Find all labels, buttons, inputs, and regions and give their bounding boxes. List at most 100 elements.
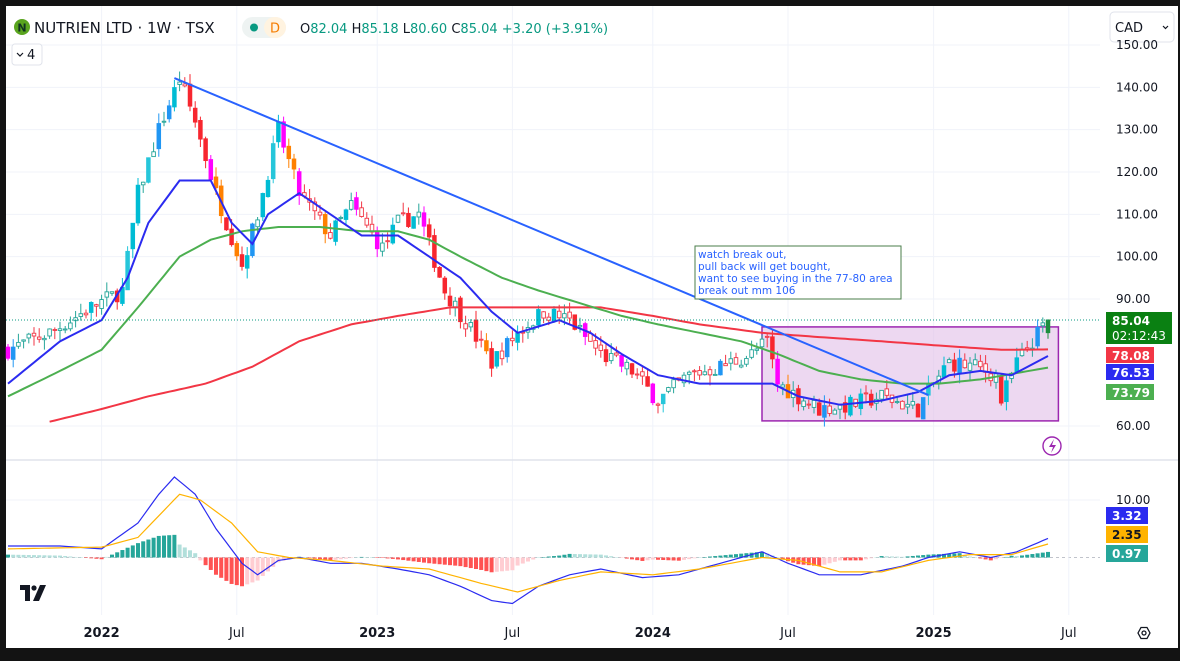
candle-body xyxy=(244,255,250,269)
note-line: want to see buying in the 77-80 area xyxy=(698,273,893,285)
ma-fast-value: 76.53 xyxy=(1112,366,1150,380)
trendline-drawing[interactable] xyxy=(174,77,929,396)
histogram-bar xyxy=(203,557,208,566)
histogram-bar xyxy=(609,556,614,558)
candle-body xyxy=(140,181,146,186)
text-note[interactable]: watch break out, pull back will get boug… xyxy=(694,245,902,300)
candle-body xyxy=(629,363,635,375)
candle-body xyxy=(291,158,297,170)
candle-body xyxy=(452,300,458,308)
histogram-bar xyxy=(141,541,146,558)
candle-body xyxy=(655,403,661,406)
candle-body xyxy=(718,360,723,376)
ma-mid-line xyxy=(7,226,1049,398)
candle xyxy=(473,310,479,349)
time-tick-label: 2022 xyxy=(84,626,120,641)
candle-body xyxy=(296,171,302,197)
candle-body xyxy=(764,335,770,338)
candle-body xyxy=(229,228,234,246)
candle xyxy=(192,101,198,128)
candle-body xyxy=(234,243,240,257)
histogram-bar xyxy=(739,553,744,558)
candle xyxy=(364,212,370,228)
histogram-bar xyxy=(812,557,816,566)
indicators-toggle-button[interactable]: 4 xyxy=(11,43,43,66)
candle-body xyxy=(16,341,21,347)
candle xyxy=(468,319,474,332)
candle xyxy=(614,346,619,358)
time-tick-label: Jul xyxy=(228,626,245,641)
candle xyxy=(109,291,115,296)
candle xyxy=(338,215,344,221)
histogram-bar xyxy=(968,556,972,558)
candle xyxy=(660,393,666,413)
histogram-bar xyxy=(120,550,125,558)
candle-body xyxy=(78,313,84,317)
histogram-bar xyxy=(921,555,926,558)
candle-body xyxy=(499,350,505,360)
histogram-bar xyxy=(110,554,114,558)
histogram-bar xyxy=(1020,555,1024,558)
histogram-bar xyxy=(583,554,588,558)
settings-gear-icon[interactable] xyxy=(1137,626,1151,640)
candle-body xyxy=(328,232,333,239)
candle-body xyxy=(109,291,115,294)
candle-body xyxy=(697,370,702,376)
market-status-badge[interactable]: D xyxy=(242,17,286,38)
histogram-bar xyxy=(198,557,203,561)
candle xyxy=(312,197,318,220)
candle-body xyxy=(905,403,910,408)
symbol-title[interactable]: NUTRIEN LTD · 1W · TSX xyxy=(34,19,215,37)
symbol-logo xyxy=(14,19,30,35)
candle xyxy=(697,366,702,380)
histogram-bar xyxy=(604,555,608,558)
candle xyxy=(16,333,21,349)
histogram-bar xyxy=(115,552,120,558)
candle xyxy=(671,376,676,394)
candle xyxy=(10,339,16,368)
histogram-bar xyxy=(380,557,385,558)
candle-body xyxy=(749,349,754,358)
candle xyxy=(998,374,1004,406)
candle xyxy=(458,295,463,329)
price-axis[interactable]: 150.00 140.00 130.00 120.00 110.00 100.00 90.0… xyxy=(1116,38,1158,507)
currency-select[interactable]: CAD xyxy=(1109,11,1175,43)
candle-body xyxy=(458,297,463,323)
candle xyxy=(733,352,739,365)
histogram-bar xyxy=(37,555,42,558)
macd-tick-label: 10.00 xyxy=(1116,493,1150,507)
histogram-bar xyxy=(832,557,837,562)
candle-body xyxy=(416,211,422,218)
histogram-bar xyxy=(780,557,785,560)
candle xyxy=(702,364,708,376)
candle-body xyxy=(26,333,32,339)
candle xyxy=(26,332,32,344)
candle-body xyxy=(879,389,884,400)
candle-body xyxy=(47,328,52,337)
time-tick-label: Jul xyxy=(504,626,521,641)
candle-body xyxy=(463,323,468,330)
histogram-bar xyxy=(666,557,671,561)
candle-body xyxy=(504,338,510,358)
histogram-bar xyxy=(63,556,68,558)
alert-lightning-icon[interactable] xyxy=(1042,436,1062,456)
histogram-bar xyxy=(884,556,889,558)
note-line: break out mm 106 xyxy=(698,285,796,297)
candle xyxy=(203,136,208,169)
candle-body xyxy=(536,309,541,326)
price-tick-label: 110.00 xyxy=(1116,207,1158,221)
histogram-bar xyxy=(240,557,244,587)
histogram-bar xyxy=(349,557,354,559)
candle-body xyxy=(260,193,266,218)
candle-body xyxy=(36,336,42,340)
candle-body xyxy=(603,349,609,363)
time-axis[interactable]: 2022 Jul 2023 Jul 2024 Jul 2025 Jul xyxy=(84,626,1077,641)
candle xyxy=(224,217,229,231)
histogram-bar xyxy=(947,553,952,558)
price-tick-label: 90.00 xyxy=(1116,292,1150,306)
candle xyxy=(343,208,349,227)
time-tick-label: Jul xyxy=(1060,626,1077,641)
histogram-bar xyxy=(593,554,598,558)
